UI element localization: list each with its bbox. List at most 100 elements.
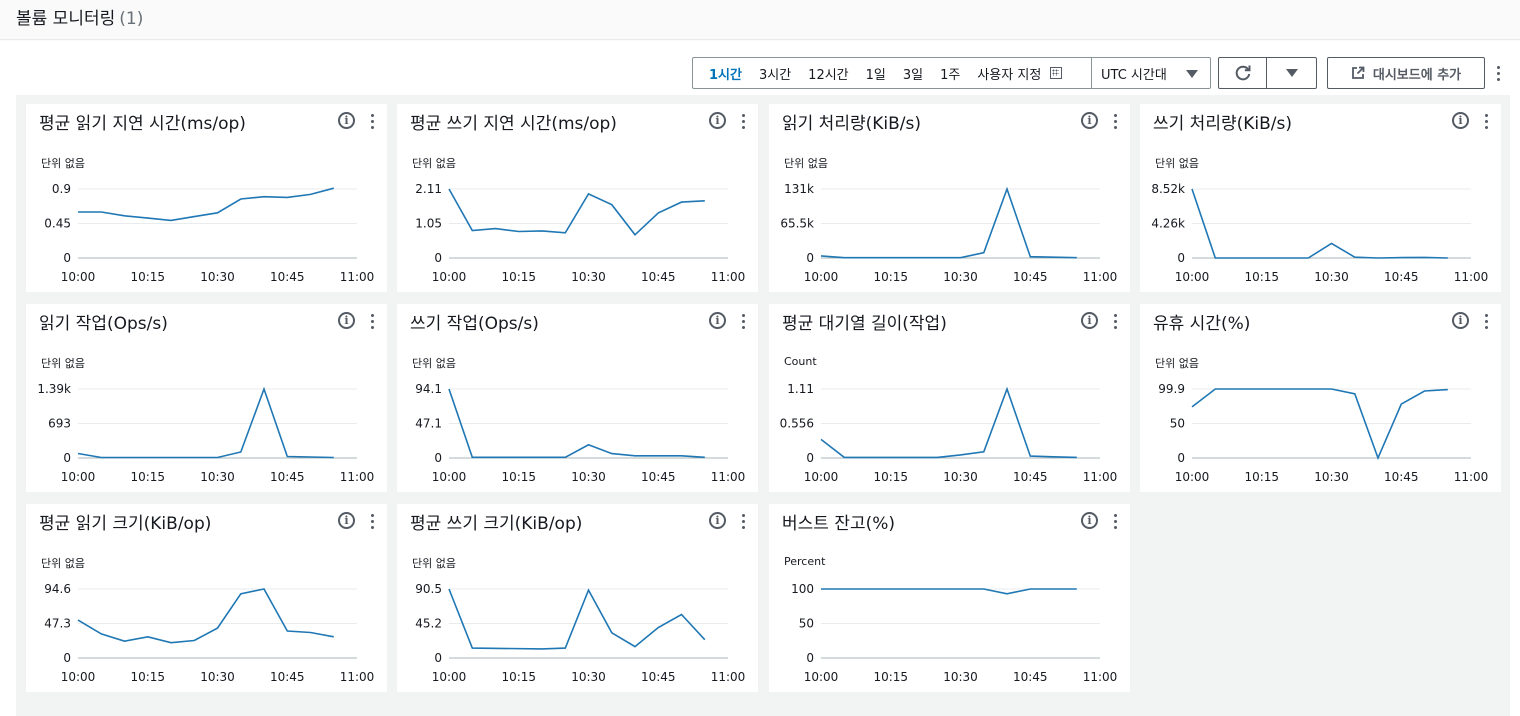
refresh-icon xyxy=(1235,65,1250,81)
y-tick-label: 47.1 xyxy=(415,417,442,431)
timezone-select[interactable]: UTC 시간대 xyxy=(1091,57,1211,89)
y-tick-label: 0 xyxy=(63,251,71,265)
metric-panel: 0 4.26k 8.52k 10:00 10:15 10:30 10:45 11:00 쓰기 처… xyxy=(1140,104,1501,292)
metric-panel: 0 1.05 2.11 10:00 10:15 10:30 10:45 11:00 평균 쓰기 … xyxy=(397,104,758,292)
x-tick-label: 10:45 xyxy=(1013,670,1048,684)
more-options-icon[interactable] xyxy=(1111,514,1119,529)
line-chart: 0 0.45 0.9 10:00 10:15 10:30 10:45 11:00 xyxy=(44,182,375,284)
calendar-icon[interactable] xyxy=(1050,67,1063,79)
panel-title: 읽기 처리량(KiB/s) xyxy=(782,114,921,134)
series-line xyxy=(448,388,705,459)
x-tick-label: 10:45 xyxy=(641,470,676,484)
info-icon[interactable]: i xyxy=(1452,112,1469,129)
x-tick-label: 11:00 xyxy=(1083,270,1118,284)
metric-panel: 0 47.3 94.6 10:00 10:15 10:30 10:45 11:00 평균 읽기 … xyxy=(26,504,387,692)
more-options-icon[interactable] xyxy=(368,514,376,529)
info-icon[interactable]: i xyxy=(1081,512,1098,529)
x-tick-label: 10:30 xyxy=(200,270,235,284)
x-tick-label: 10:15 xyxy=(873,670,908,684)
x-tick-label: 10:15 xyxy=(501,270,536,284)
x-tick-label: 10:30 xyxy=(571,670,606,684)
x-tick-label: 10:30 xyxy=(200,670,235,684)
monitoring-panel: 1시간 3시간 12시간 1일 3일 1주 사용자 지정 UTC 시간대 대시보드에 추가 … xyxy=(0,41,1520,716)
info-icon[interactable]: i xyxy=(1081,312,1098,329)
refresh-options-button[interactable] xyxy=(1266,57,1317,89)
y-tick-label: 0 xyxy=(806,451,814,465)
x-tick-label: 10:30 xyxy=(943,270,978,284)
line-chart: 0 50 99.9 10:00 10:15 10:30 10:45 11:00 xyxy=(1158,382,1489,484)
more-options-icon[interactable] xyxy=(1494,66,1502,81)
metric-panel: 0 693 1.39k 10:00 10:15 10:30 10:45 11:00 읽기 작업(… xyxy=(26,304,387,492)
info-icon[interactable]: i xyxy=(709,112,726,129)
unit-label: Count xyxy=(784,355,817,368)
add-to-dashboard-button[interactable]: 대시보드에 추가 xyxy=(1327,57,1485,89)
y-tick-label: 94.1 xyxy=(415,382,442,396)
y-tick-label: 0 xyxy=(434,451,442,465)
x-tick-label: 11:00 xyxy=(1454,470,1489,484)
range-option[interactable]: 1일 xyxy=(865,67,886,83)
series-line xyxy=(448,588,706,650)
x-tick-label: 10:30 xyxy=(571,270,606,284)
page-title: 볼륨 모니터링 (1) xyxy=(16,4,143,29)
info-icon[interactable]: i xyxy=(338,512,355,529)
more-options-icon[interactable] xyxy=(1111,114,1119,129)
line-chart: 0 0.556 1.11 10:00 10:15 10:30 10:45 11:00 xyxy=(780,382,1118,484)
more-options-icon[interactable] xyxy=(1482,114,1490,129)
panel-title: 평균 대기열 길이(작업) xyxy=(782,314,947,334)
unit-label: 단위 없음 xyxy=(41,557,85,570)
line-chart: 0 65.5k 131k 10:00 10:15 10:30 10:45 11:00 xyxy=(780,182,1118,284)
unit-label: 단위 없음 xyxy=(1155,357,1199,370)
unit-label: Percent xyxy=(784,555,826,568)
refresh-button[interactable] xyxy=(1218,57,1267,89)
x-tick-label: 10:00 xyxy=(432,270,467,284)
x-tick-label: 10:00 xyxy=(432,670,467,684)
series-line xyxy=(1191,388,1448,461)
info-icon[interactable]: i xyxy=(338,312,355,329)
y-tick-label: 45.2 xyxy=(415,617,442,631)
more-options-icon[interactable] xyxy=(739,514,747,529)
x-tick-label: 11:00 xyxy=(340,270,375,284)
x-tick-label: 11:00 xyxy=(711,270,746,284)
series-line xyxy=(820,186,1077,259)
range-option[interactable]: 1시간 xyxy=(709,67,742,83)
x-tick-label: 11:00 xyxy=(1454,270,1489,284)
info-icon[interactable]: i xyxy=(709,512,726,529)
more-options-icon[interactable] xyxy=(1111,314,1119,329)
range-option[interactable]: 12시간 xyxy=(808,67,849,83)
more-options-icon[interactable] xyxy=(368,114,376,129)
x-tick-label: 10:45 xyxy=(270,470,305,484)
line-chart: 0 693 1.39k 10:00 10:15 10:30 10:45 11:00 xyxy=(37,382,374,484)
range-option[interactable]: 1주 xyxy=(940,67,961,83)
range-option[interactable]: 3시간 xyxy=(758,67,792,83)
x-tick-label: 10:00 xyxy=(1175,470,1210,484)
more-options-icon[interactable] xyxy=(739,114,747,129)
series-line xyxy=(820,386,1077,459)
more-options-icon[interactable] xyxy=(1482,314,1490,329)
y-tick-label: 1.05 xyxy=(415,217,442,231)
line-chart: 0 50 100 10:00 10:15 10:30 10:45 11:00 xyxy=(791,582,1117,684)
chart-grid: 0 0.45 0.9 10:00 10:15 10:30 10:45 11:00 평균 읽기 지… xyxy=(16,95,1510,716)
range-option[interactable]: 사용자 지정 xyxy=(977,67,1042,83)
x-tick-label: 10:00 xyxy=(61,470,96,484)
x-tick-label: 10:15 xyxy=(130,670,165,684)
panel-title: 버스트 잔고(%) xyxy=(782,514,896,534)
panel-title: 평균 쓰기 지연 시간(ms/op) xyxy=(410,114,617,134)
title-text: 볼륨 모니터링 xyxy=(16,9,116,29)
x-tick-label: 10:00 xyxy=(804,670,839,684)
more-options-icon[interactable] xyxy=(368,314,376,329)
range-option[interactable]: 3일 xyxy=(902,67,924,83)
info-icon[interactable]: i xyxy=(709,312,726,329)
time-range-selector: 1시간 3시간 12시간 1일 3일 1주 사용자 지정 xyxy=(692,57,1092,89)
panel-title: 평균 읽기 지연 시간(ms/op) xyxy=(39,114,246,134)
info-icon[interactable]: i xyxy=(1081,112,1098,129)
x-tick-label: 10:15 xyxy=(130,470,165,484)
metric-panel: 0 65.5k 131k 10:00 10:15 10:30 10:45 11:00 읽기 처리… xyxy=(769,104,1130,292)
x-tick-label: 11:00 xyxy=(340,670,375,684)
line-chart: 0 1.05 2.11 10:00 10:15 10:30 10:45 11:00 xyxy=(415,182,746,284)
unit-label: 단위 없음 xyxy=(784,157,828,170)
info-icon[interactable]: i xyxy=(338,112,355,129)
x-tick-label: 10:00 xyxy=(432,470,467,484)
info-icon[interactable]: i xyxy=(1452,312,1469,329)
y-tick-label: 100 xyxy=(791,582,814,596)
more-options-icon[interactable] xyxy=(739,314,747,329)
